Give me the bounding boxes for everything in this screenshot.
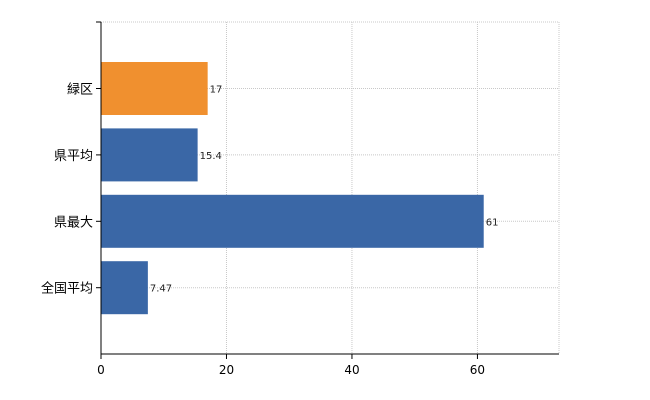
data-label: 61: [486, 217, 499, 228]
data-label: 17: [210, 85, 223, 96]
x-tick-label: 60: [470, 363, 485, 377]
x-tick-label: 0: [97, 363, 105, 377]
bar: [101, 62, 208, 115]
x-tick-label: 20: [219, 363, 234, 377]
bar: [101, 194, 484, 248]
category-label: 緑区: [67, 83, 93, 98]
category-label: 県平均: [54, 149, 93, 164]
x-tick-label: 40: [344, 363, 359, 377]
data-label: 7.47: [150, 284, 172, 295]
bar: [101, 128, 198, 182]
category-label: 全国平均: [41, 281, 93, 297]
data-label: 15.4: [200, 151, 222, 162]
category-label: 県最大: [54, 215, 93, 230]
bar: [101, 261, 148, 315]
